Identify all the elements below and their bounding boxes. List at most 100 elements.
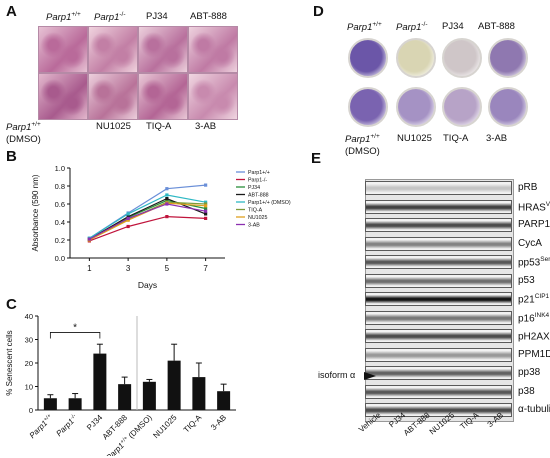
x-tick-label: 1 (87, 264, 92, 273)
data-point (126, 216, 130, 220)
condition-label-text: NU1025 (96, 121, 131, 132)
condition-label-text: ABT-888 (190, 11, 227, 22)
y-tick-label: 0 (29, 406, 33, 415)
y-tick-label: 20 (25, 359, 33, 368)
y-tick-label: 30 (25, 336, 33, 345)
panel-letter-e: E (311, 150, 322, 167)
culture-dish-image (396, 87, 436, 127)
condition-label: NU1025 (96, 122, 131, 132)
band-label-name: pp38 (518, 367, 541, 378)
condition-label: TIQ-A (146, 122, 171, 132)
data-point (204, 212, 208, 216)
series-line (89, 215, 206, 242)
condition-label-genotype: +/+ (370, 133, 380, 140)
data-point (204, 200, 208, 204)
bar (142, 381, 156, 410)
condition-label: Parp1-/- (94, 11, 126, 24)
band-label: pRB (518, 183, 537, 193)
legend-entry: TIQ-A (248, 208, 263, 214)
bar (167, 360, 181, 410)
band-label: pp38 (518, 368, 540, 378)
band-label-name: CycA (518, 237, 542, 249)
legend-entry: Parp1+/+ (248, 170, 270, 176)
y-tick-label: 0.2 (55, 236, 65, 245)
series-line (89, 199, 206, 240)
isoform-arrow-icon (364, 372, 376, 380)
y-tick-label: 40 (25, 312, 33, 321)
lane-label: 3-AB (486, 411, 505, 429)
band-label-name: pH2AX (518, 331, 550, 343)
condition-label-genotype: +/+ (71, 11, 81, 18)
band-label: PPM1D (518, 348, 550, 360)
data-point (204, 202, 208, 206)
lane-label: PJ34 (387, 410, 407, 429)
condition-label-text: NU1025 (397, 133, 432, 144)
panel-letter-a: A (6, 3, 17, 20)
category-label: NU1025 (151, 413, 179, 441)
culture-dish-image (396, 38, 436, 78)
condition-label: ABT-888 (478, 22, 515, 32)
lane-label: NU1025 (428, 410, 457, 436)
micrograph-image (38, 73, 88, 120)
legend-entry: ABT-888 (248, 193, 269, 199)
blot-band-strip (365, 273, 512, 288)
legend-entry: Parp1+/+ (DMSO) (248, 200, 291, 206)
band-label-modification: V12 (545, 200, 550, 208)
culture-dish-image (348, 87, 388, 127)
blot-band-strip (365, 218, 512, 232)
condition-label-vehicle: (DMSO) (345, 145, 380, 157)
condition-label-text: 3-AB (195, 121, 217, 132)
y-tick-label: 0.4 (55, 218, 65, 227)
condition-label-text: Parp1 (46, 12, 72, 24)
condition-label-genotype: +/+ (31, 121, 41, 128)
category-label: TIQ-A (182, 413, 204, 435)
blot-band-strip (365, 384, 512, 399)
condition-label: ABT-888 (190, 12, 227, 22)
isoform-label: isoform α (318, 370, 356, 380)
condition-label: Parp1-/- (396, 21, 428, 34)
band-label-name: PPM1D (518, 348, 550, 360)
band-label: PARP1 (518, 220, 550, 230)
data-point (204, 209, 208, 213)
panel-b-line-chart: 0.0 0.2 0.4 0.6 0.8 1.0 1 3 5 7 Days Absorbance (59… (31, 164, 291, 290)
condition-label-text: Parp1 (396, 22, 422, 34)
data-point (126, 212, 130, 216)
condition-label: TIQ-A (443, 134, 468, 144)
condition-label: Parp1+/+ (46, 11, 81, 24)
culture-dish-image (488, 87, 528, 127)
y-tick-label: 0.6 (55, 200, 65, 209)
culture-dish-image (488, 38, 528, 78)
category-label: Parp1+/+ (28, 413, 55, 440)
condition-label: Parp1+/+ (DMSO) (345, 133, 380, 157)
band-label-name: pp53 (518, 257, 541, 269)
band-label-modification: CIP1 (534, 293, 550, 300)
condition-label-genotype: +/+ (372, 21, 382, 28)
band-label: α-tubulin (518, 405, 550, 415)
band-label: p16INK4 (518, 312, 549, 324)
condition-label-text: TIQ-A (146, 121, 172, 132)
data-point (126, 215, 130, 219)
condition-label-text: Parp1 (347, 22, 373, 34)
panel-c-bar-chart: 0 10 20 30 40 % Senescent cells Parp1+/+ Parp1-… (5, 312, 236, 456)
condition-label-text: Parp1 (94, 12, 120, 24)
blot-band-strip (365, 236, 512, 251)
data-point (126, 218, 130, 222)
data-point (126, 224, 130, 229)
band-label-name: pRB (518, 182, 538, 193)
panel-letter-b: B (6, 148, 17, 165)
micrograph-image (88, 26, 138, 73)
y-tick-label: 1.0 (55, 164, 65, 173)
category-label: PJ34 (85, 413, 105, 433)
y-axis-label: Absorbance (590 nm) (31, 174, 40, 251)
micrograph-image (38, 26, 88, 73)
band-label: CycA (518, 237, 542, 249)
significance-star: * (73, 322, 77, 333)
condition-label-text: 3-AB (486, 133, 508, 144)
blot-band-strip (365, 181, 512, 195)
band-label: pp53Ser15 (518, 256, 550, 269)
data-point (204, 216, 208, 220)
condition-label-text: Parp1 (345, 134, 371, 146)
band-label: HRASV12 (518, 200, 550, 213)
band-label-name: HRAS (518, 201, 546, 213)
band-label-name: p38 (518, 385, 535, 397)
